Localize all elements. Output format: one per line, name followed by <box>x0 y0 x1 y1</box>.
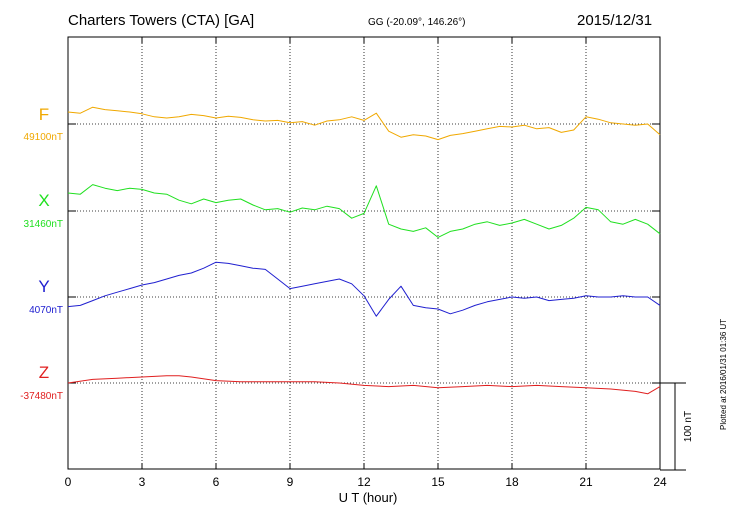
series-name-y: Y <box>38 277 49 296</box>
x-axis-label: U T (hour) <box>339 490 398 505</box>
x-tick-label: 12 <box>357 475 371 489</box>
series-line-z <box>67 375 661 395</box>
grid <box>141 37 587 469</box>
x-tick-label: 0 <box>65 475 72 489</box>
station-coords: GG (-20.09°, 146.26°) <box>368 17 466 28</box>
x-ticks: 0 3 6 9 12 15 18 21 24 <box>65 37 667 489</box>
baseline-value-z: -37480nT <box>20 391 63 402</box>
traces <box>67 106 661 395</box>
date-label: 2015/12/31 <box>577 12 653 29</box>
x-tick-label: 18 <box>505 475 519 489</box>
baseline-value-f: 49100nT <box>24 132 63 143</box>
baselines <box>68 123 660 384</box>
x-tick-label: 3 <box>139 475 146 489</box>
baseline-value-y: 4070nT <box>29 305 63 316</box>
series-line-y <box>67 261 661 317</box>
series-name-z: Z <box>39 363 49 382</box>
x-tick-label: 6 <box>213 475 220 489</box>
plotted-timestamp: Plotted at 2016/01/31 01:36 UT <box>719 318 728 430</box>
series-line-f <box>67 106 661 141</box>
x-tick-label: 21 <box>579 475 593 489</box>
series-name-f: F <box>39 105 49 124</box>
scale-bar-label: 100 nT <box>683 411 694 442</box>
x-tick-label: 9 <box>287 475 294 489</box>
series-labels: F 49100nT X 31460nT Y 4070nT Z -37480nT <box>20 105 63 402</box>
x-tick-label: 15 <box>431 475 445 489</box>
series-line-x <box>67 184 661 238</box>
series-name-x: X <box>38 191 49 210</box>
baseline-value-x: 31460nT <box>24 219 63 230</box>
scale-bar: 100 nT <box>660 382 694 471</box>
station-title: Charters Towers (CTA) [GA] <box>68 12 255 29</box>
x-tick-label: 24 <box>653 475 667 489</box>
